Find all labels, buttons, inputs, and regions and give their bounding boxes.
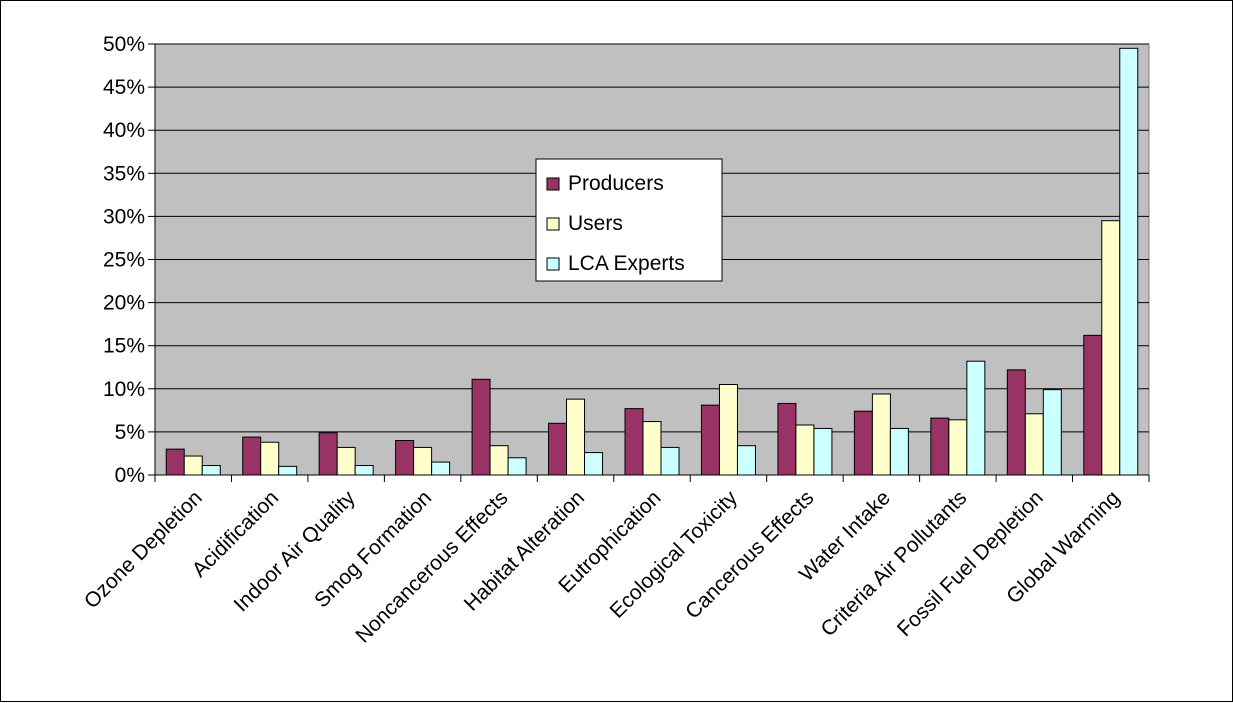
bar-lca-experts bbox=[966, 360, 986, 476]
bar-users bbox=[642, 421, 662, 476]
bar-users bbox=[948, 419, 968, 476]
bar-users bbox=[871, 393, 891, 476]
bar-producers bbox=[624, 408, 644, 476]
bar-lca-experts bbox=[1042, 389, 1062, 476]
bar-producers bbox=[471, 378, 491, 476]
bars bbox=[165, 47, 1139, 476]
legend-label: LCA Experts bbox=[568, 252, 685, 275]
y-tick-label: 20% bbox=[103, 292, 145, 315]
bar-lca-experts bbox=[278, 465, 298, 476]
bar-producers bbox=[1083, 334, 1103, 476]
bar-lca-experts bbox=[1119, 47, 1139, 476]
legend: Producers Users LCA Experts bbox=[535, 158, 723, 282]
legend-label: Producers bbox=[568, 172, 664, 195]
y-tick-label: 25% bbox=[103, 249, 145, 272]
bar-users bbox=[413, 446, 433, 476]
y-tick-label: 15% bbox=[103, 335, 145, 358]
x-category-label: Criteria Air Pollutants bbox=[816, 486, 971, 641]
y-tick-label: 5% bbox=[115, 421, 145, 444]
legend-box bbox=[535, 158, 723, 282]
y-axis-ticks: 0% 5% 10% 15% 20% 25% 30% 35% 40% 45% 50% bbox=[103, 33, 155, 487]
bar-producers bbox=[777, 402, 797, 476]
bar-users bbox=[795, 424, 815, 476]
bar-producers bbox=[548, 422, 568, 476]
bar-producers bbox=[165, 448, 185, 476]
bar-users bbox=[336, 446, 356, 476]
y-tick-label: 0% bbox=[115, 464, 145, 487]
bar-users bbox=[1024, 413, 1044, 476]
legend-swatch bbox=[546, 177, 560, 191]
bar-producers bbox=[700, 404, 720, 476]
bar-lca-experts bbox=[201, 465, 221, 476]
x-category-label: Cancerous Effects bbox=[681, 486, 818, 623]
bar-producers bbox=[318, 432, 338, 476]
bar-users bbox=[1101, 220, 1121, 476]
legend-swatch bbox=[546, 217, 560, 231]
bar-lca-experts bbox=[889, 427, 909, 476]
y-tick-label: 35% bbox=[103, 162, 145, 185]
legend-label: Users bbox=[568, 212, 623, 235]
x-category-label: Fossil Fuel Depletion bbox=[893, 486, 1048, 641]
bar-users bbox=[718, 383, 738, 476]
bar-producers bbox=[242, 436, 262, 476]
y-tick-label: 50% bbox=[103, 33, 145, 56]
bar-producers bbox=[930, 417, 950, 476]
bar-users bbox=[489, 445, 509, 476]
bar-users bbox=[183, 455, 203, 476]
bar-lca-experts bbox=[507, 457, 527, 476]
y-tick-label: 10% bbox=[103, 378, 145, 401]
y-tick-label: 40% bbox=[103, 119, 145, 142]
bar-users bbox=[566, 398, 586, 476]
y-tick-label: 30% bbox=[103, 205, 145, 228]
bar-users bbox=[260, 441, 280, 476]
legend-swatch bbox=[546, 257, 560, 271]
x-category-label: Noncancerous Effects bbox=[351, 486, 512, 647]
y-tick-label: 45% bbox=[103, 76, 145, 99]
axes bbox=[154, 44, 1150, 482]
bar-producers bbox=[395, 440, 415, 476]
bar-producers bbox=[853, 410, 873, 476]
bar-lca-experts bbox=[431, 461, 451, 476]
x-category-label: Ozone Depletion bbox=[80, 486, 207, 613]
bar-producers bbox=[1006, 369, 1026, 476]
bar-lca-experts bbox=[813, 427, 833, 476]
bar-lca-experts bbox=[584, 452, 604, 476]
bar-lca-experts bbox=[660, 446, 680, 476]
x-category-label: Ecological Toxicity bbox=[606, 486, 743, 623]
bar-lca-experts bbox=[736, 445, 756, 476]
bar-lca-experts bbox=[354, 465, 374, 476]
